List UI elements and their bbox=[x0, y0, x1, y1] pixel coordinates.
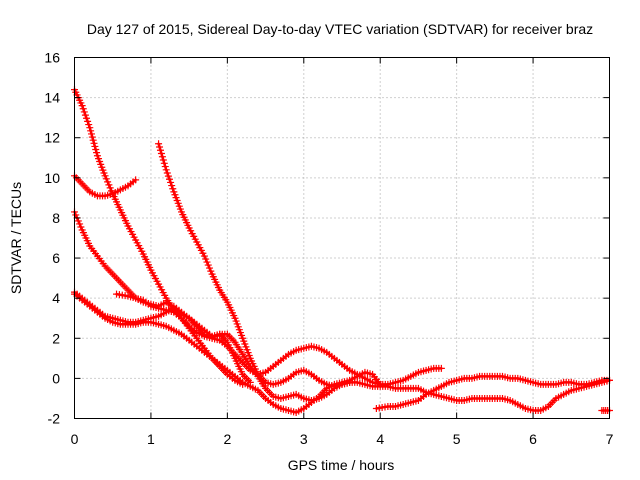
series-arc-a bbox=[71, 86, 254, 386]
y-tick-label: 8 bbox=[52, 210, 60, 226]
data-point bbox=[156, 143, 164, 151]
data-point bbox=[157, 150, 165, 158]
data-point bbox=[165, 175, 173, 183]
data-point bbox=[101, 172, 109, 180]
series-arc-i bbox=[598, 406, 613, 414]
data-point bbox=[93, 149, 101, 157]
data-point bbox=[72, 211, 80, 219]
x-tick-label: 5 bbox=[453, 431, 461, 447]
y-tick-label: 0 bbox=[52, 370, 60, 386]
data-point bbox=[80, 108, 88, 116]
y-tick-label: 2 bbox=[52, 330, 60, 346]
data-point bbox=[102, 175, 110, 183]
series-arc-g bbox=[155, 140, 354, 390]
data-point bbox=[81, 111, 89, 119]
series-line bbox=[115, 292, 443, 386]
x-tick-label: 6 bbox=[529, 431, 537, 447]
y-axis-label: SDTVAR / TECUs bbox=[8, 182, 24, 294]
data-point bbox=[90, 139, 98, 147]
data-point bbox=[163, 169, 171, 177]
series-line bbox=[73, 292, 382, 414]
data-point bbox=[156, 146, 164, 154]
data-point bbox=[92, 146, 100, 154]
data-point bbox=[160, 159, 168, 167]
chart-title: Day 127 of 2015, Sidereal Day-to-day VTE… bbox=[87, 21, 593, 37]
data-point bbox=[88, 133, 96, 141]
x-tick-label: 2 bbox=[223, 431, 231, 447]
x-tick-label: 3 bbox=[300, 431, 308, 447]
data-point bbox=[106, 184, 114, 192]
data-point bbox=[164, 172, 172, 180]
plot-frame bbox=[74, 57, 610, 419]
x-tick-label: 0 bbox=[71, 431, 79, 447]
data-point bbox=[84, 117, 92, 125]
data-point bbox=[207, 267, 215, 275]
data-point bbox=[206, 264, 214, 272]
data-point bbox=[74, 217, 82, 225]
data-point bbox=[104, 178, 112, 186]
data-point bbox=[76, 220, 84, 228]
x-axis-label: GPS time / hours bbox=[288, 457, 395, 473]
data-point bbox=[105, 181, 113, 189]
data-point bbox=[202, 255, 210, 263]
data-point bbox=[346, 378, 354, 386]
y-tick-label: 16 bbox=[44, 50, 60, 66]
data-point bbox=[161, 163, 169, 171]
y-tick-label: 14 bbox=[44, 90, 60, 106]
series-arc-e bbox=[71, 290, 384, 416]
data-series bbox=[71, 86, 613, 416]
grid-lines bbox=[74, 57, 610, 419]
data-point bbox=[132, 176, 140, 184]
y-tick-label: 10 bbox=[44, 170, 60, 186]
x-tick-label: 4 bbox=[376, 431, 384, 447]
series-arc-f bbox=[113, 290, 445, 388]
data-point bbox=[89, 136, 97, 144]
data-point bbox=[162, 166, 170, 174]
data-point bbox=[200, 252, 208, 260]
data-point bbox=[78, 102, 86, 110]
data-point bbox=[79, 105, 87, 113]
data-point bbox=[168, 182, 176, 190]
series-line bbox=[73, 290, 611, 412]
data-point bbox=[159, 156, 167, 164]
data-point bbox=[204, 261, 212, 269]
series-arc-b bbox=[71, 172, 140, 200]
data-point bbox=[169, 185, 177, 193]
data-point bbox=[77, 223, 85, 231]
data-point bbox=[203, 258, 211, 266]
x-tick-label: 1 bbox=[147, 431, 155, 447]
x-tick-label: 7 bbox=[606, 431, 614, 447]
data-point bbox=[155, 140, 163, 148]
y-tick-label: 4 bbox=[52, 290, 60, 306]
data-point bbox=[83, 114, 91, 122]
y-tick-label: 6 bbox=[52, 250, 60, 266]
data-point bbox=[167, 178, 175, 186]
data-point bbox=[158, 153, 166, 161]
data-point bbox=[87, 130, 95, 138]
data-point bbox=[85, 121, 93, 129]
data-point bbox=[91, 142, 99, 150]
data-point bbox=[86, 124, 94, 132]
y-tick-label: 12 bbox=[44, 130, 60, 146]
y-tick-label: -2 bbox=[48, 411, 61, 427]
data-point bbox=[437, 364, 445, 372]
data-point bbox=[87, 127, 95, 135]
